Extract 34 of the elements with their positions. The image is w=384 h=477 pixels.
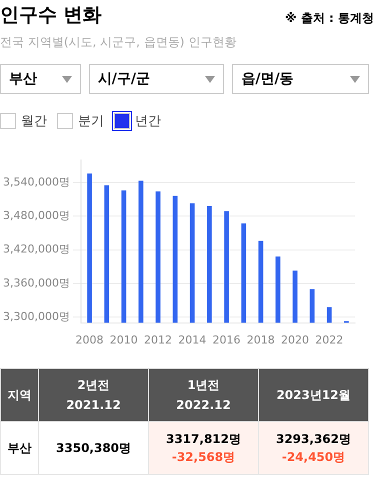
x-tick-label: 2020 <box>281 333 310 346</box>
text: 부산 <box>0 422 39 474</box>
x-tick-label: 2022 <box>315 333 344 346</box>
text: 2022.12 <box>176 398 231 412</box>
y-tick-label: 3,420,000명 <box>3 242 70 256</box>
text: 3317,812명 <box>166 432 241 446</box>
y-tick-label: 3,300,000명 <box>3 310 70 324</box>
chart-subtitle: 전국 지역별(시도, 시군구, 읍면동) 인구현황 <box>0 34 236 51</box>
text: ※ 출처 : 통계청 <box>285 10 374 27</box>
text: 부산 <box>0 64 81 94</box>
x-tick-label: 2018 <box>246 333 275 346</box>
text: 분기 <box>78 113 104 130</box>
text: 2021.12 <box>66 398 121 412</box>
text: 3293,362명 <box>276 432 351 446</box>
text: 시/구/군 <box>88 64 224 94</box>
text: 읍/면/동 <box>232 64 370 94</box>
text: 1년전 <box>187 378 220 392</box>
text: 2023년12월 <box>258 368 368 422</box>
y-tick-label: 3,540,000명 <box>3 175 70 188</box>
x-tick-label: 2008 <box>76 333 104 346</box>
text: -24,450명 <box>282 450 346 464</box>
text: 지역 <box>0 368 39 422</box>
text: 2년전 <box>77 378 110 392</box>
text: -32,568명 <box>172 450 236 464</box>
x-tick-label: 2012 <box>144 333 172 346</box>
chart-title: 인구수 변화 <box>0 3 102 28</box>
y-tick-label: 3,480,000명 <box>3 208 70 222</box>
x-tick-label: 2016 <box>212 333 241 346</box>
text: 년간 <box>135 113 161 130</box>
x-tick-label: 2010 <box>110 333 138 346</box>
text: 3350,380명 <box>38 422 149 474</box>
y-tick-label: 3,360,000명 <box>3 276 70 290</box>
x-tick-label: 2014 <box>178 333 206 346</box>
text: 월간 <box>21 113 47 130</box>
